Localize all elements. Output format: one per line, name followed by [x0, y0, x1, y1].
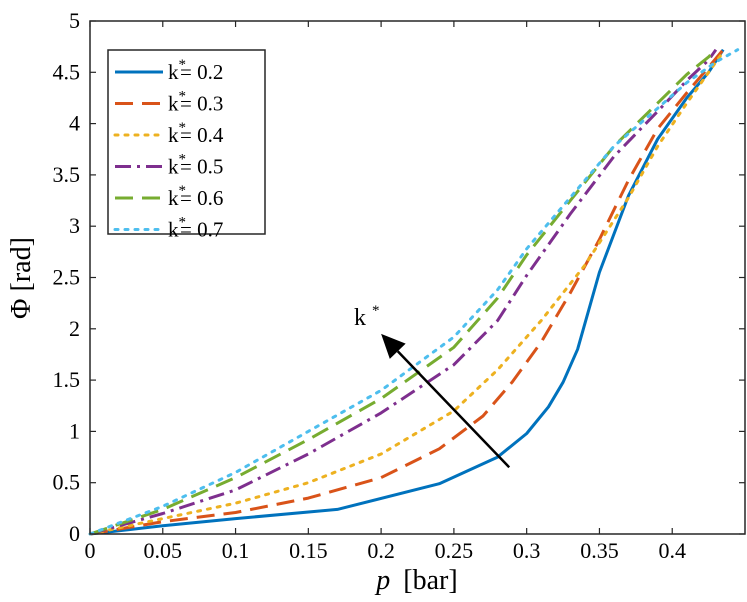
legend-label: k*= 0.6	[168, 183, 223, 210]
annotation-arrow	[396, 350, 511, 469]
legend-label-value: = 0.6	[180, 186, 223, 210]
legend-label-value: = 0.3	[180, 92, 223, 116]
legend-label-value: = 0.5	[180, 155, 223, 179]
series-line-5	[89, 48, 717, 536]
x-tick-label: 0.35	[580, 538, 619, 563]
legend-label: k*= 0.7	[168, 215, 223, 242]
y-tick-label: 5	[69, 8, 80, 33]
legend-label-base: k	[168, 155, 179, 179]
x-tick-label: 0.1	[222, 538, 250, 563]
legend-label-superscript: *	[179, 215, 187, 231]
series-lines	[88, 48, 740, 536]
legend-label: k*= 0.4	[168, 120, 224, 147]
legend-label-base: k	[168, 186, 179, 210]
x-axis-label: p [bar]	[374, 565, 457, 596]
y-tick-label: 3	[69, 213, 80, 238]
x-tick-label: 0.15	[289, 538, 328, 563]
annotation-label-superscript: *	[372, 303, 380, 319]
legend-label-value: = 0.4	[180, 123, 224, 147]
y-tick-label: 1.5	[53, 367, 81, 392]
plot-frame	[89, 20, 746, 535]
legend-label-base: k	[168, 60, 179, 84]
legend-label-base: k	[168, 218, 179, 242]
legend-label-value: = 0.7	[180, 218, 223, 242]
annotation-label: k *	[354, 303, 380, 331]
annotation-label-base: k	[354, 305, 366, 331]
legend-label-superscript: *	[179, 89, 187, 105]
legend-label: k*= 0.5	[168, 152, 223, 179]
y-tick-label: 2	[69, 316, 80, 341]
x-axis-variable: p	[374, 565, 390, 596]
series-line-6	[88, 48, 740, 536]
legend-label-superscript: *	[179, 120, 187, 136]
x-tick-label: 0.2	[367, 538, 395, 563]
annotation-arrowhead	[381, 333, 406, 359]
series-line-1	[89, 48, 725, 536]
legend-label-superscript: *	[179, 183, 187, 199]
y-tick-label: 3.5	[53, 162, 81, 187]
x-tick-label: 0.25	[435, 538, 474, 563]
x-axis-unit: [bar]	[403, 565, 457, 596]
x-tick-label: 0.4	[658, 538, 686, 563]
series-line-3	[88, 50, 725, 536]
legend-label-base: k	[168, 92, 179, 116]
y-tick-label: 0.5	[53, 470, 81, 495]
y-axis-label: Φ [rad]	[6, 237, 37, 319]
series-line-4	[89, 48, 718, 536]
legend-items: k*= 0.2k*= 0.3k*= 0.4k*= 0.5k*= 0.6k*= 0…	[113, 57, 224, 242]
legend: k*= 0.2k*= 0.3k*= 0.4k*= 0.5k*= 0.6k*= 0…	[107, 49, 266, 242]
legend-label-superscript: *	[179, 152, 187, 168]
y-tick-label: 0	[69, 521, 80, 546]
axis-ticks: 0 0.05 0.1 0.15 0.2 0.25 0.3 0.35 0.4 0 0.5 1 1.5 2 2.…	[53, 8, 745, 563]
legend-label: k*= 0.2	[168, 57, 223, 84]
y-tick-label: 2.5	[53, 265, 81, 290]
legend-label-value: = 0.2	[180, 60, 223, 84]
x-tick-label: 0.05	[144, 538, 183, 563]
x-tick-label: 0	[85, 538, 96, 563]
legend-label-base: k	[168, 123, 179, 147]
legend-box	[107, 49, 266, 235]
y-tick-label: 4.5	[53, 59, 81, 84]
legend-label: k*= 0.3	[168, 89, 223, 116]
k-star-annotation: k *	[354, 303, 511, 469]
x-tick-label: 0.3	[513, 538, 541, 563]
y-tick-label: 1	[69, 418, 80, 443]
y-tick-label: 4	[69, 111, 80, 136]
legend-label-superscript: *	[179, 57, 187, 73]
